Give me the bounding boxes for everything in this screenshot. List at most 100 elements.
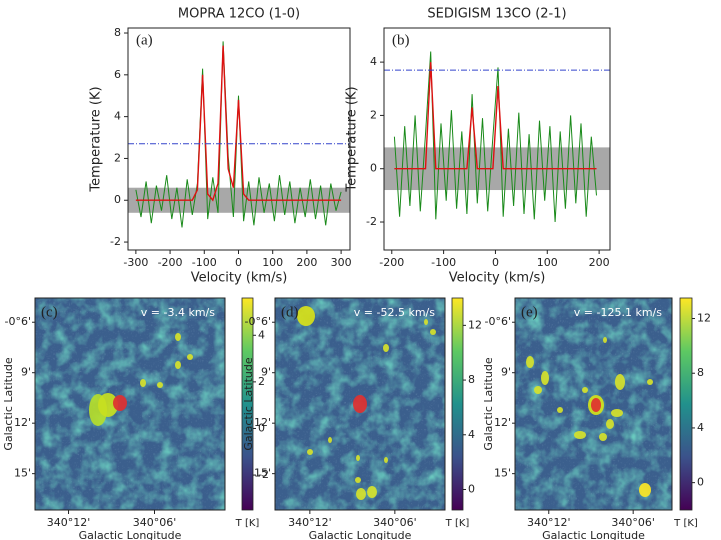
colorbar-label: T [K] <box>673 518 698 529</box>
colorbar-tick-label: 4 <box>258 328 265 341</box>
y-tick-label: 12' <box>254 416 271 429</box>
map-noise <box>35 298 225 510</box>
y-tick-label: 12' <box>494 416 511 429</box>
source <box>297 306 315 326</box>
colorbar-tick-label: 8 <box>697 366 704 379</box>
axes-frame <box>127 27 351 251</box>
x-axis-label: Galactic Longitude <box>309 529 412 540</box>
x-tick-label: -200 <box>158 256 183 269</box>
colorbar-label: T [K] <box>235 518 260 529</box>
panel-label: (a) <box>136 32 153 48</box>
colorbar-tick-label: 8 <box>468 373 475 386</box>
y-tick-label: 0 <box>114 193 121 206</box>
x-axis-label: Velocity (km/s) <box>191 271 288 286</box>
velocity-label: v = -52.5 km/s <box>354 306 435 319</box>
x-tick-label: 100 <box>537 256 558 269</box>
source <box>187 354 193 360</box>
axes-frame <box>34 297 226 511</box>
y-axis-label: Galactic Latitude <box>242 357 255 451</box>
source <box>175 361 181 369</box>
x-tick-label: 340°12' <box>288 516 332 529</box>
y-axis-label: Galactic Latitude <box>482 357 495 451</box>
x-tick-label: 340°06' <box>373 516 417 529</box>
axes-frame <box>383 27 611 251</box>
source <box>356 488 366 500</box>
panel-label: (c) <box>41 304 58 320</box>
source <box>113 395 127 411</box>
source <box>603 337 607 343</box>
source <box>599 433 607 441</box>
y-tick-label: 0 <box>370 162 377 175</box>
colorbar-tick-label: 4 <box>697 421 704 434</box>
source <box>355 477 361 483</box>
y-tick-label: 9' <box>501 366 511 379</box>
y-tick-label: 2 <box>370 108 377 121</box>
y-tick-label: 9' <box>21 366 31 379</box>
x-tick-label: 300 <box>331 256 352 269</box>
source <box>367 486 377 498</box>
x-tick-label: 200 <box>296 256 317 269</box>
source <box>140 379 146 387</box>
y-tick-label: -0°6' <box>485 315 512 328</box>
y-axis-label: Temperature (K) <box>345 86 360 192</box>
x-tick-label: -200 <box>379 256 404 269</box>
source <box>611 409 623 417</box>
colorbar <box>451 297 464 511</box>
y-tick-label: 12' <box>14 416 31 429</box>
x-axis-label: Galactic Longitude <box>79 529 182 540</box>
panel-title: SEDIGISM 13CO (2-1) <box>427 7 566 22</box>
colorbar-tick-label: 4 <box>468 428 475 441</box>
spectrum <box>393 51 597 223</box>
y-tick-label: -0°6' <box>245 315 272 328</box>
source <box>175 333 181 341</box>
source <box>157 382 163 388</box>
y-tick-label: 4 <box>114 110 121 123</box>
colorbar-tick-label: 0 <box>468 482 475 495</box>
x-tick-label: 340°12' <box>527 516 571 529</box>
y-tick-label: 15' <box>254 467 271 480</box>
x-tick-label: -100 <box>431 256 456 269</box>
x-tick-label: 340°12' <box>47 516 91 529</box>
y-tick-label: 8 <box>114 26 121 39</box>
source <box>615 374 625 390</box>
x-tick-label: 200 <box>589 256 610 269</box>
y-tick-label: -2 <box>110 235 121 248</box>
source <box>526 356 534 368</box>
source <box>591 398 601 412</box>
y-tick-label: 15' <box>14 467 31 480</box>
source <box>353 395 367 413</box>
x-tick-label: -300 <box>123 256 148 269</box>
spectrum <box>135 41 342 228</box>
source <box>639 483 651 497</box>
source <box>430 329 436 335</box>
source <box>557 407 563 413</box>
velocity-label: v = -125.1 km/s <box>574 306 662 319</box>
x-tick-label: 100 <box>262 256 283 269</box>
panel-label: (b) <box>392 32 410 48</box>
y-axis-label: Temperature (K) <box>89 86 104 192</box>
source <box>606 419 614 429</box>
y-tick-label: 2 <box>114 151 121 164</box>
colorbar-tick-label: 0 <box>258 421 265 434</box>
colorbar-tick-label: 12 <box>468 318 482 331</box>
y-tick-label: -0°6' <box>5 315 32 328</box>
colorbar <box>679 297 693 511</box>
colorbar-label: T [K] <box>445 518 470 529</box>
source <box>582 387 588 393</box>
x-axis-label: Galactic Longitude <box>542 529 645 540</box>
source <box>424 319 428 325</box>
colorbar-tick-label: 2 <box>258 375 265 388</box>
colorbar-tick-label: 12 <box>697 312 711 325</box>
axes-frame <box>274 297 446 511</box>
colorbar <box>241 297 254 511</box>
spectrum <box>394 62 597 170</box>
x-axis-label: Velocity (km/s) <box>449 271 546 286</box>
y-tick-label: 4 <box>370 55 377 68</box>
y-axis-label: Galactic Latitude <box>2 357 15 451</box>
source <box>98 393 118 417</box>
colorbar-tick-label: -2 <box>258 468 269 481</box>
panel-title: MOPRA 12CO (1-0) <box>178 7 300 22</box>
source <box>384 457 388 463</box>
x-tick-label: 340°06' <box>133 516 177 529</box>
velocity-label: v = -3.4 km/s <box>141 306 215 319</box>
